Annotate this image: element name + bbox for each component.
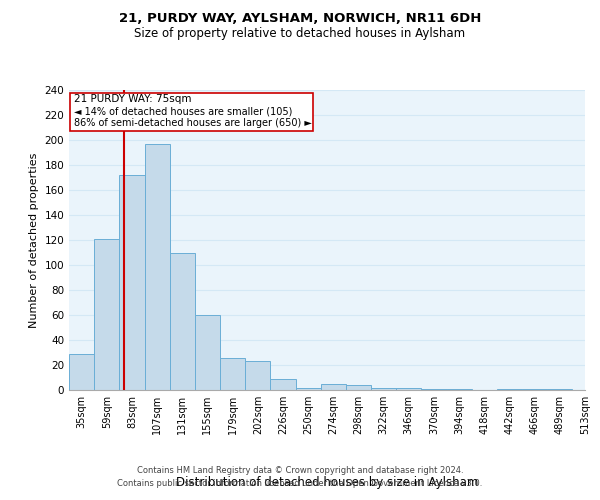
Bar <box>396 388 421 390</box>
Bar <box>170 252 195 390</box>
Y-axis label: Number of detached properties: Number of detached properties <box>29 152 39 328</box>
Bar <box>371 388 396 390</box>
Bar <box>296 388 321 390</box>
Bar <box>245 361 271 390</box>
Bar <box>522 389 547 390</box>
Text: Contains HM Land Registry data © Crown copyright and database right 2024.
Contai: Contains HM Land Registry data © Crown c… <box>118 466 482 487</box>
Text: Size of property relative to detached houses in Aylsham: Size of property relative to detached ho… <box>134 28 466 40</box>
Text: 21, PURDY WAY, AYLSHAM, NORWICH, NR11 6DH: 21, PURDY WAY, AYLSHAM, NORWICH, NR11 6D… <box>119 12 481 26</box>
Bar <box>346 385 371 390</box>
Bar <box>497 389 522 390</box>
Bar <box>220 358 245 390</box>
Bar <box>195 315 220 390</box>
Bar <box>119 175 145 390</box>
X-axis label: Distribution of detached houses by size in Aylsham: Distribution of detached houses by size … <box>176 476 478 489</box>
Text: ◄ 14% of detached houses are smaller (105): ◄ 14% of detached houses are smaller (10… <box>74 106 292 116</box>
Bar <box>321 384 346 390</box>
Text: 21 PURDY WAY: 75sqm: 21 PURDY WAY: 75sqm <box>74 94 191 104</box>
FancyBboxPatch shape <box>70 92 313 131</box>
Bar <box>145 144 170 390</box>
Bar <box>271 379 296 390</box>
Bar <box>446 389 472 390</box>
Bar <box>547 389 572 390</box>
Text: 86% of semi-detached houses are larger (650) ►: 86% of semi-detached houses are larger (… <box>74 118 312 128</box>
Bar <box>94 239 119 390</box>
Bar <box>421 389 446 390</box>
Bar <box>69 354 94 390</box>
